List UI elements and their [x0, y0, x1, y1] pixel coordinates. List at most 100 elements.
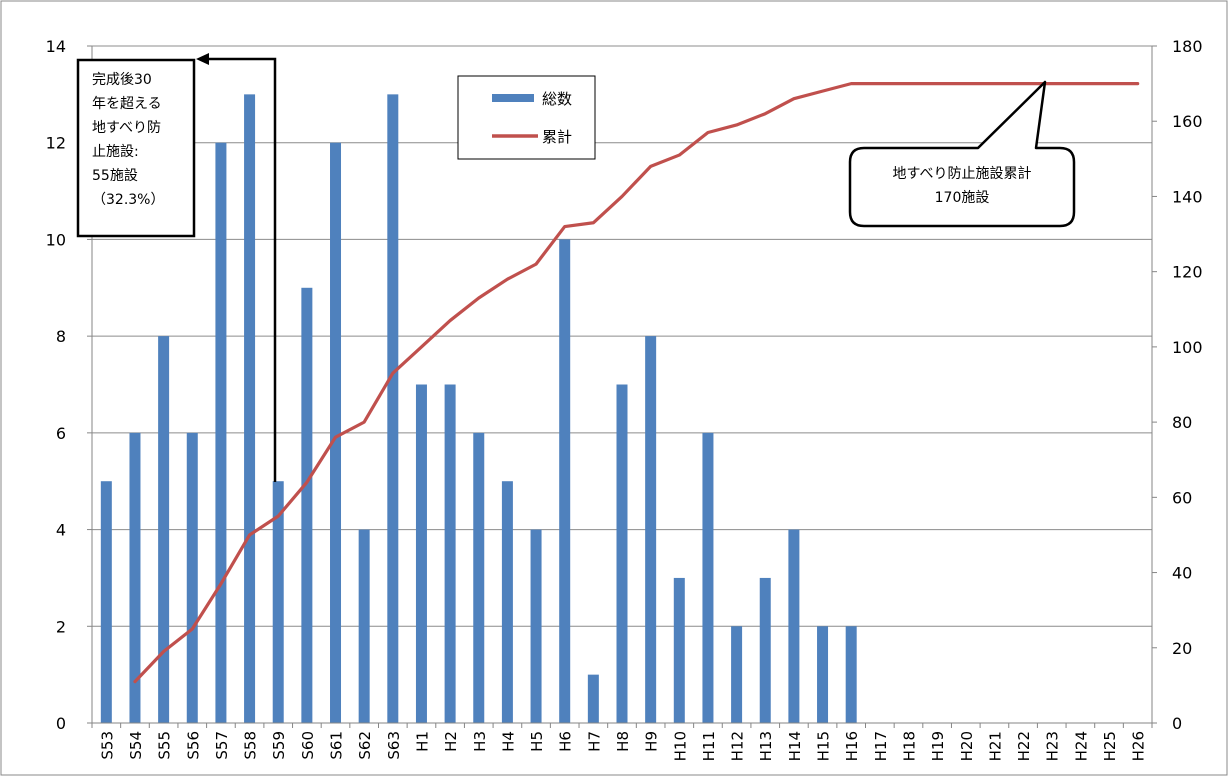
x-tick-label: H17: [872, 731, 890, 761]
x-tick-label: S63: [385, 731, 403, 760]
bar: [673, 577, 685, 723]
x-tick-label: H8: [614, 731, 632, 752]
x-tick-label: H21: [986, 731, 1004, 761]
x-tick-label: H14: [786, 731, 804, 761]
bar: [530, 529, 542, 723]
bar: [501, 481, 513, 723]
bar: [845, 626, 857, 723]
x-tick-label: H6: [557, 731, 575, 752]
right-tick-label: 80: [1172, 413, 1192, 432]
annotation-text-total: 地すべり防止施設累計: [892, 166, 1031, 182]
left-tick-label: 14: [46, 37, 66, 56]
x-tick-label: H22: [1015, 731, 1033, 761]
legend-label-bar: 総数: [542, 90, 572, 108]
bar: [330, 142, 342, 723]
right-tick-label: 120: [1172, 263, 1203, 282]
right-tick-label: 20: [1172, 639, 1192, 658]
left-tick-label: 4: [56, 521, 66, 540]
left-tick-label: 6: [56, 424, 66, 443]
bar: [473, 432, 485, 723]
bar: [817, 626, 829, 723]
x-tick-label: S59: [270, 731, 288, 760]
right-tick-label: 40: [1172, 564, 1192, 583]
bar: [215, 142, 227, 723]
x-tick-label: H1: [413, 731, 431, 752]
bar: [759, 577, 771, 723]
cumulative-line: [133, 82, 1140, 684]
right-tick-label: 140: [1172, 187, 1203, 206]
x-tick-label: S53: [98, 731, 116, 760]
bar: [301, 287, 313, 723]
x-tick-label: S56: [184, 731, 202, 760]
x-tick-label: H5: [528, 731, 546, 752]
x-tick-label: H15: [815, 731, 833, 761]
bar: [387, 94, 399, 724]
bar: [616, 384, 628, 723]
annotation-arrow-head: [196, 53, 209, 65]
bar: [415, 384, 427, 723]
x-tick-label: H25: [1101, 731, 1119, 761]
annotation-text-30-years: 地すべり防: [92, 120, 161, 136]
legend-swatch-bar: [492, 94, 534, 102]
bar: [129, 432, 141, 723]
annotation-text-30-years: 止施設:: [92, 144, 139, 160]
bar: [186, 432, 198, 723]
x-tick-label: H3: [471, 731, 489, 752]
annotation-text-30-years: （32.3%）: [92, 192, 164, 208]
right-tick-label: 160: [1172, 112, 1203, 131]
annotation-callout-total: [848, 80, 1076, 228]
right-tick-label: 100: [1172, 338, 1203, 357]
bar: [158, 336, 170, 723]
right-tick-label: 60: [1172, 488, 1192, 507]
legend-label-line: 累計: [542, 128, 572, 146]
bar: [444, 384, 456, 723]
x-tick-label: H13: [757, 731, 775, 761]
gridlines: [92, 45, 1152, 627]
x-tick-label: H24: [1072, 731, 1090, 761]
x-tick-label: S58: [242, 731, 260, 760]
x-tick-label: H2: [442, 731, 460, 752]
x-tick-label: H23: [1044, 731, 1062, 761]
legend-box: [457, 75, 596, 160]
x-tick-label: H16: [843, 731, 861, 761]
x-tick-label: H19: [929, 731, 947, 761]
annotation-arrow-line: [207, 57, 277, 482]
x-tick-label: H11: [700, 731, 718, 761]
line-series: [133, 82, 1140, 684]
x-tick-label: H10: [671, 731, 689, 761]
x-tick-label: S60: [299, 731, 317, 760]
left-tick-label: 2: [56, 617, 66, 636]
bar: [587, 674, 599, 723]
bar: [272, 481, 284, 723]
right-tick-label: 180: [1172, 37, 1203, 56]
annotation-text-30-years: 年を超える: [92, 96, 162, 112]
annotation-text-total: 170施設: [935, 190, 990, 206]
bar: [731, 626, 743, 723]
left-tick-label: 10: [46, 230, 66, 249]
x-tick-label: H26: [1130, 731, 1148, 761]
left-tick-label: 8: [56, 327, 66, 346]
bar: [559, 239, 571, 723]
bar: [645, 336, 657, 723]
bar-series: [100, 94, 857, 724]
left-tick-label: 12: [46, 134, 66, 153]
bar: [100, 481, 112, 723]
x-tick-label: H18: [900, 731, 918, 761]
x-tick-label: H4: [499, 731, 517, 752]
annotation-box-30-years: [76, 58, 196, 238]
left-tick-label: 0: [56, 714, 66, 733]
x-tick-label: H9: [643, 731, 661, 752]
x-tick-label: H20: [958, 731, 976, 761]
x-tick-label: S62: [356, 731, 374, 760]
x-tick-label: S54: [127, 731, 145, 760]
right-tick-label: 0: [1172, 714, 1182, 733]
x-tick-label: S61: [328, 731, 346, 760]
annotation-text-30-years: 55施設: [92, 168, 138, 184]
bar: [788, 529, 800, 723]
bar: [702, 432, 714, 723]
